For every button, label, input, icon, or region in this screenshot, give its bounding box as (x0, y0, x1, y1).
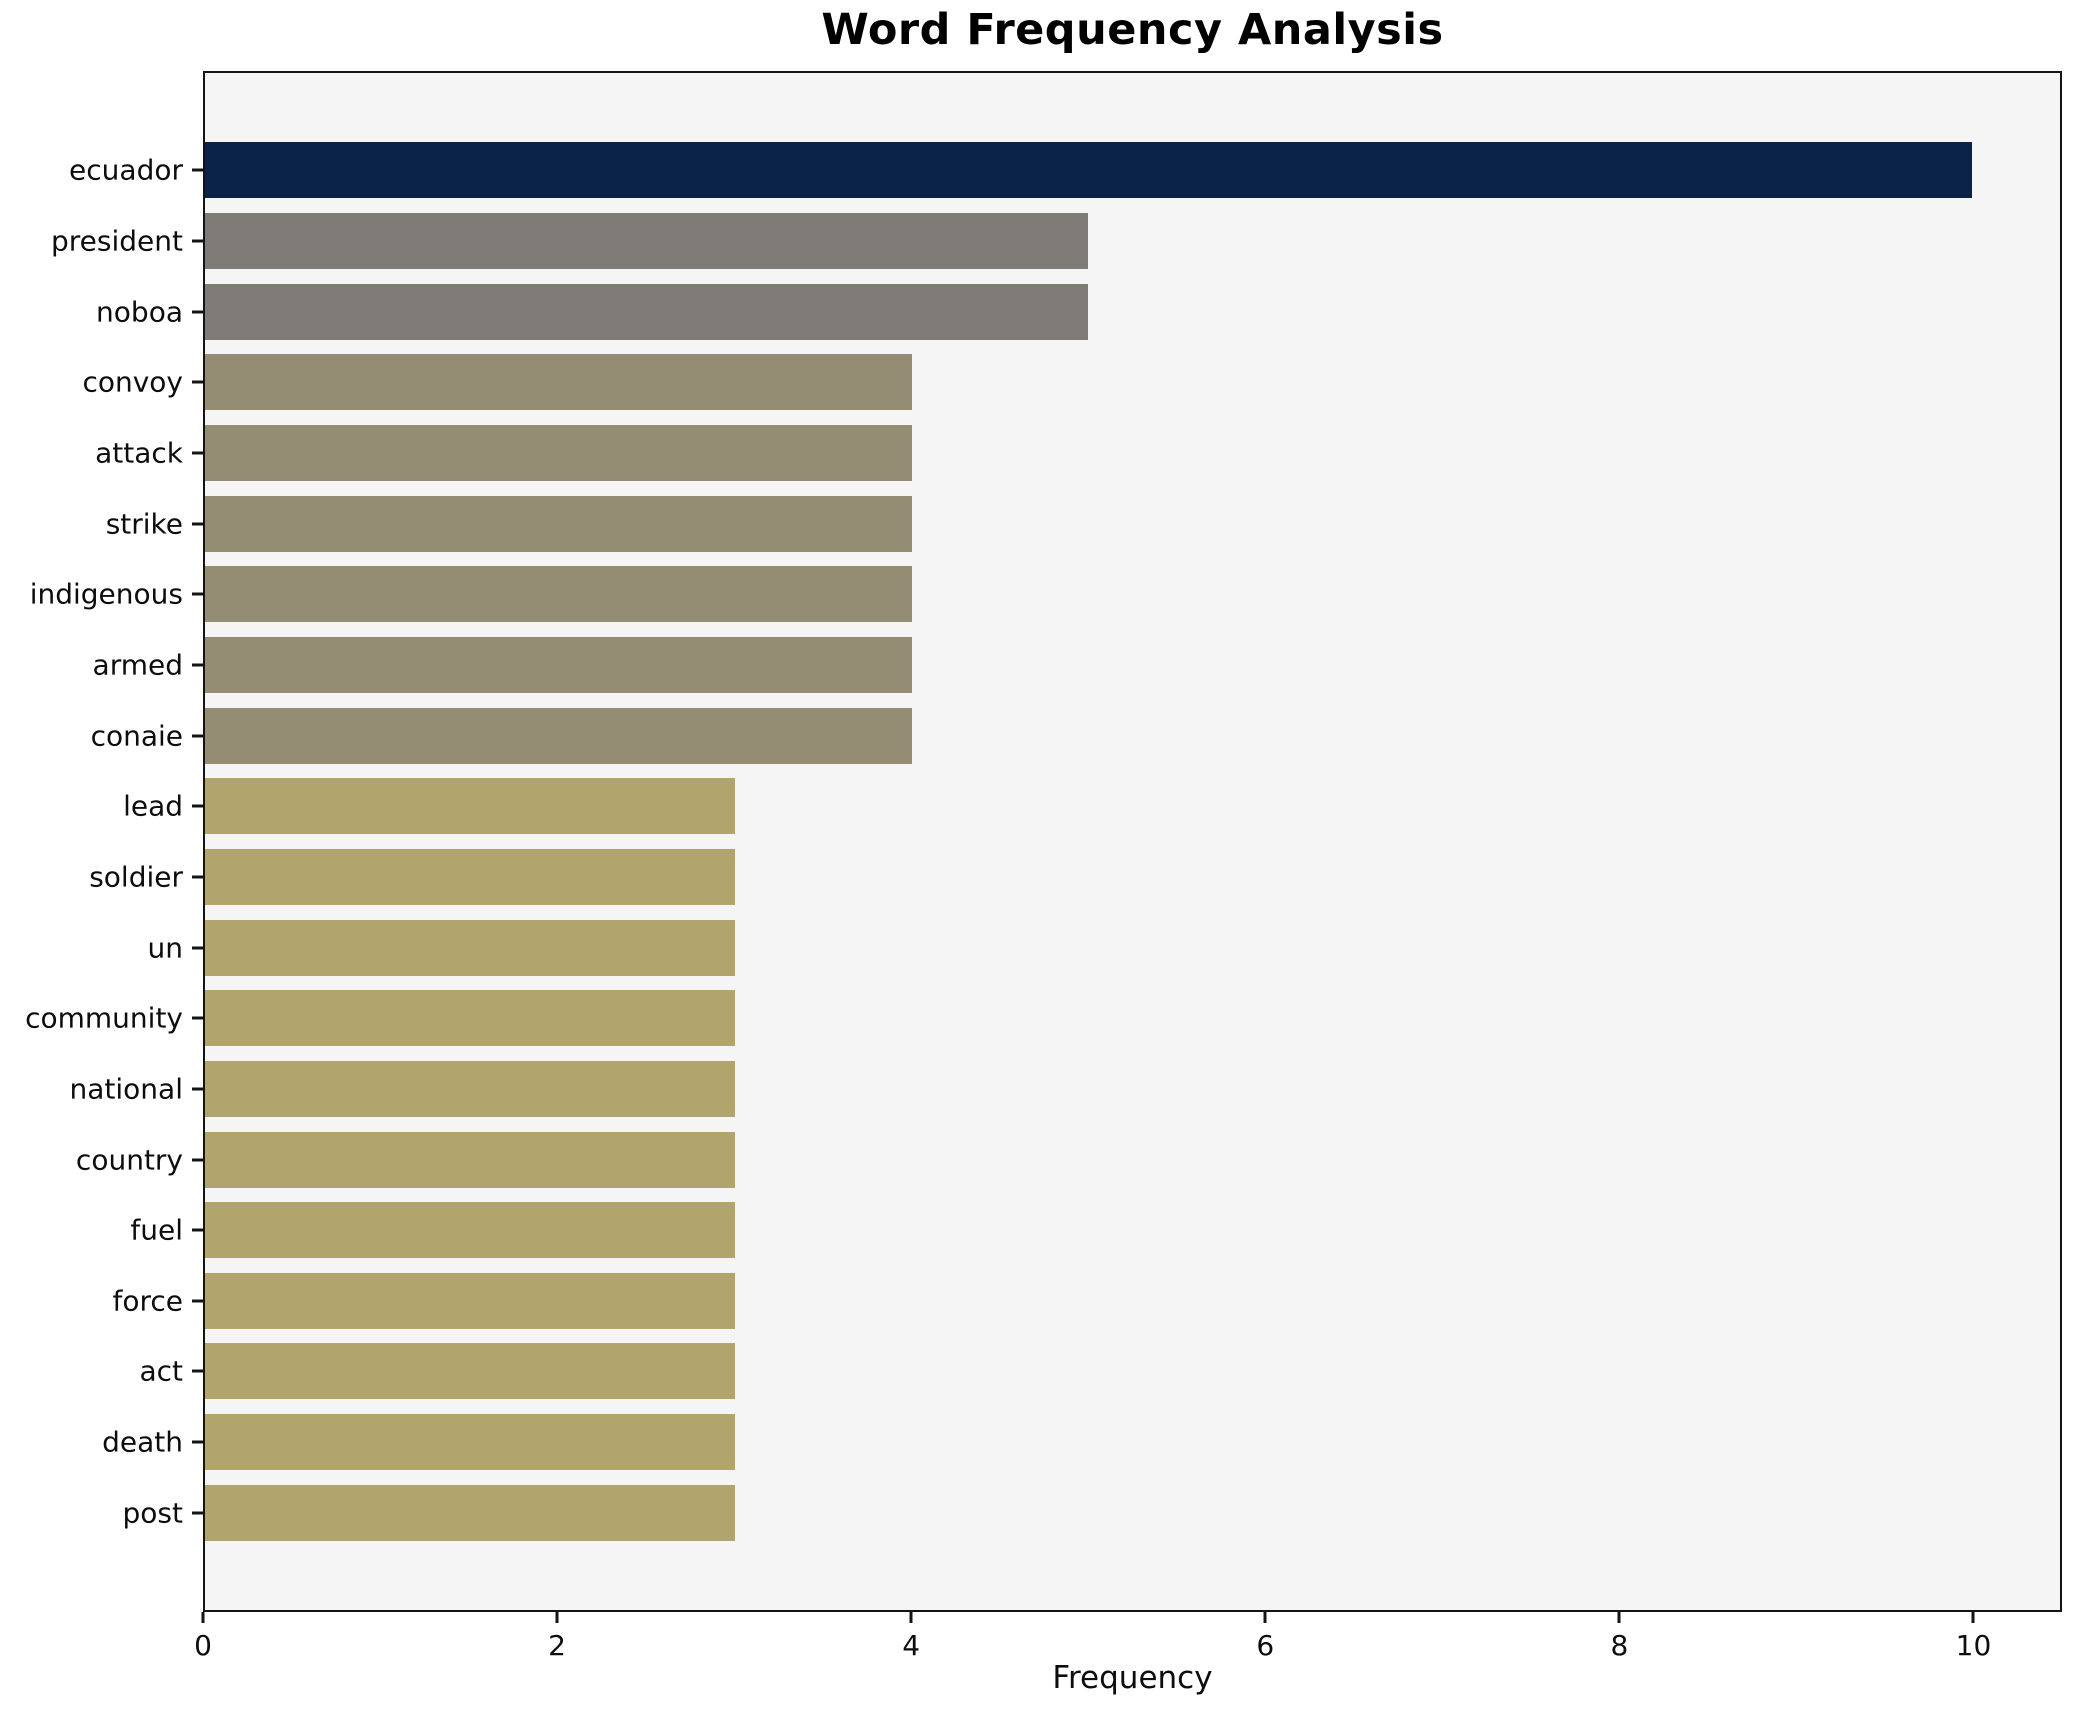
y-tick-mark (192, 1511, 203, 1515)
x-axis-label: Frequency (1052, 1660, 1213, 1696)
bars-container: ecuador president noboa convoy attack strike i… (25, 73, 2060, 1610)
bar-lead (205, 778, 735, 835)
bar-fuel (205, 1202, 735, 1259)
bar-row: death (102, 1407, 2060, 1478)
y-tick-mark (192, 522, 203, 526)
bar-strike (205, 495, 912, 552)
y-tick-mark (192, 1440, 203, 1444)
y-tick-label: conaie (90, 719, 183, 753)
y-tick-label: armed (92, 648, 183, 682)
x-tick-label: 10 (1955, 1629, 1992, 1662)
bar-conaie (205, 707, 912, 764)
x-tick-mark (555, 1612, 559, 1623)
y-tick-mark (192, 1016, 203, 1020)
bar-row: strike (106, 488, 2060, 559)
bar-attack (205, 424, 912, 481)
y-tick-label: indigenous (29, 577, 183, 611)
bar-row: president (51, 206, 2060, 277)
y-tick-label: force (112, 1284, 183, 1318)
y-tick-label: president (51, 224, 183, 258)
bar-row: un (148, 912, 2060, 983)
x-tick-mark (1617, 1612, 1621, 1623)
bar-row: national (70, 1054, 2060, 1125)
bar-row: act (139, 1336, 2060, 1407)
x-tick-mark (201, 1612, 205, 1623)
y-tick-mark (192, 451, 203, 455)
y-tick-label: ecuador (69, 153, 183, 187)
y-tick-mark (192, 1369, 203, 1373)
y-tick-mark (192, 1228, 203, 1232)
y-tick-label: national (69, 1072, 183, 1106)
y-tick-label: act (139, 1354, 183, 1388)
bar-row: indigenous (30, 559, 2060, 630)
x-axis: 0 2 4 6 8 10 (194, 1612, 2062, 1672)
y-tick-mark (192, 380, 203, 384)
bar-row: force (112, 1266, 2060, 1337)
y-tick-label: attack (95, 436, 183, 470)
y-tick-mark (192, 804, 203, 808)
chart-title: Word Frequency Analysis (821, 5, 1444, 55)
y-tick-mark (192, 663, 203, 667)
y-tick-mark (192, 1087, 203, 1091)
x-tick-label: 8 (1610, 1629, 1629, 1662)
y-tick-mark (192, 875, 203, 879)
bar-convoy (205, 354, 912, 411)
x-tick-mark (1263, 1612, 1267, 1623)
bar-row: noboa (96, 276, 2060, 347)
x-tick-label: 2 (548, 1629, 567, 1662)
bar-death (205, 1414, 735, 1471)
y-tick-label: community (25, 1001, 183, 1035)
y-tick-label: noboa (96, 295, 183, 329)
x-tick-label: 0 (194, 1629, 212, 1662)
bar-noboa (205, 283, 1089, 340)
y-tick-mark (192, 168, 203, 172)
bar-row: armed (93, 630, 2060, 701)
bar-row: ecuador (69, 135, 2060, 206)
bar-armed (205, 636, 912, 693)
y-tick-mark (192, 310, 203, 314)
y-tick-mark (192, 1299, 203, 1303)
x-tick-mark (909, 1612, 913, 1623)
y-tick-mark (192, 734, 203, 738)
bar-soldier (205, 848, 735, 905)
y-tick-mark (192, 592, 203, 596)
bar-community (205, 990, 735, 1047)
bar-row: fuel (130, 1195, 2060, 1266)
y-tick-label: fuel (130, 1213, 183, 1247)
bar-president (205, 212, 1089, 269)
y-tick-label: lead (123, 789, 183, 823)
bar-row: post (123, 1477, 2060, 1548)
bar-row: community (25, 983, 2060, 1054)
y-tick-label: country (75, 1143, 183, 1177)
bar-row: soldier (89, 842, 2060, 913)
bar-national (205, 1060, 735, 1117)
y-tick-mark (192, 239, 203, 243)
bar-row: convoy (82, 347, 2060, 418)
y-tick-mark (192, 1158, 203, 1162)
bar-post (205, 1484, 735, 1541)
bar-ecuador (205, 142, 1972, 199)
bar-row: country (76, 1124, 2060, 1195)
bar-country (205, 1131, 735, 1188)
bar-row: lead (123, 771, 2060, 842)
bar-row: conaie (91, 700, 2060, 771)
plot-area: ecuador president noboa convoy attack strike i… (25, 71, 2062, 1612)
bar-act (205, 1343, 735, 1400)
bar-row: attack (95, 418, 2060, 489)
y-tick-label: post (122, 1496, 183, 1530)
y-tick-label: un (147, 931, 184, 965)
y-tick-mark (192, 946, 203, 950)
y-tick-label: death (102, 1425, 183, 1459)
bar-force (205, 1272, 735, 1329)
bar-indigenous (205, 566, 912, 623)
bar-un (205, 919, 735, 976)
y-tick-label: convoy (82, 365, 183, 399)
x-tick-mark (1971, 1612, 1975, 1623)
x-tick-label: 4 (902, 1629, 921, 1662)
y-tick-label: soldier (89, 860, 183, 894)
y-tick-label: strike (105, 507, 183, 541)
x-tick-label: 6 (1256, 1629, 1275, 1662)
